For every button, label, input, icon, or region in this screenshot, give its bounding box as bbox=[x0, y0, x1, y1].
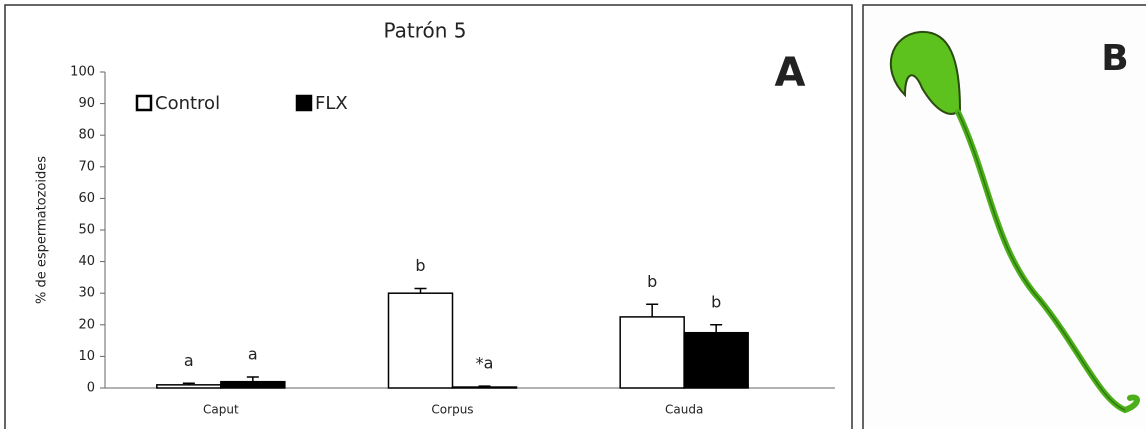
significance-letter: *a bbox=[476, 354, 494, 373]
legend-label: Control bbox=[155, 93, 220, 114]
bar bbox=[389, 293, 453, 388]
significance-letter: a bbox=[248, 344, 258, 363]
y-tick-label: 0 bbox=[87, 381, 95, 396]
y-tick-label: 100 bbox=[70, 65, 95, 80]
panel-label: B bbox=[1101, 38, 1128, 79]
y-tick-label: 90 bbox=[78, 96, 95, 111]
y-tick-label: 50 bbox=[78, 223, 95, 238]
significance-letter: b bbox=[415, 256, 425, 275]
bar bbox=[620, 317, 684, 388]
figure: Patrón 5 A B % de espermatozoides 0 10 20 3… bbox=[0, 0, 1146, 429]
x-tick-label: Caput bbox=[203, 403, 239, 417]
legend-swatch bbox=[297, 96, 311, 110]
y-tick-label: 80 bbox=[78, 128, 95, 143]
bar bbox=[221, 382, 285, 388]
panel-label: A bbox=[775, 50, 806, 96]
significance-letter: a bbox=[184, 351, 194, 370]
page: {"chart_data": {"type": "bar", "title": … bbox=[0, 0, 1146, 429]
bar bbox=[684, 333, 748, 388]
y-tick-label: 40 bbox=[78, 254, 95, 269]
y-axis-label: % de espermatozoides bbox=[35, 156, 50, 304]
y-tick-label: 20 bbox=[78, 317, 95, 332]
y-tick-label: 60 bbox=[78, 191, 95, 206]
bar bbox=[157, 385, 221, 388]
y-tick-label: 70 bbox=[78, 159, 95, 174]
x-tick-label: Corpus bbox=[431, 403, 473, 417]
significance-letter: b bbox=[647, 272, 657, 291]
significance-letter: b bbox=[711, 292, 721, 311]
y-tick-label: 30 bbox=[78, 286, 95, 301]
x-tick-label: Cauda bbox=[665, 403, 703, 417]
bar bbox=[453, 387, 517, 388]
legend-swatch bbox=[137, 96, 151, 110]
chart-title: Patrón 5 bbox=[383, 19, 466, 43]
legend-label: FLX bbox=[315, 93, 348, 114]
y-tick-label: 10 bbox=[78, 349, 95, 364]
